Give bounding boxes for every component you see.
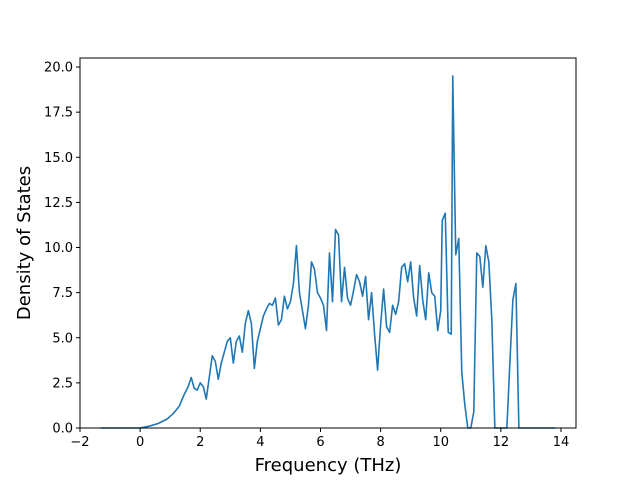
y-tick-label: 12.5 (44, 196, 73, 211)
y-axis-ticks: 0.0 2.5 5.0 7.5 10.0 12.5 15.0 17.5 20.0 (44, 61, 80, 437)
y-tick-label: 2.5 (52, 376, 73, 391)
plot-area (101, 75, 555, 429)
x-tick-label: 14 (553, 435, 570, 450)
x-tick-label: 12 (493, 435, 510, 450)
x-axis-ticks: −2 0 2 4 6 8 10 12 14 (70, 428, 569, 450)
axes-frame (79, 57, 577, 429)
x-tick-label: 2 (196, 435, 204, 450)
x-tick-label: 0 (136, 435, 144, 450)
y-tick-label: 7.5 (52, 286, 73, 301)
x-tick-label: 4 (256, 435, 264, 450)
y-tick-label: 17.5 (44, 106, 73, 121)
x-tick-label: 6 (316, 435, 324, 450)
y-tick-label: 20.0 (44, 61, 73, 76)
y-axis-title: Density of States (14, 166, 35, 320)
x-axis-title: Frequency (THz) (255, 455, 402, 476)
x-tick-label: 10 (432, 435, 449, 450)
y-tick-label: 15.0 (44, 151, 73, 166)
x-tick-label: −2 (70, 435, 89, 450)
y-tick-label: 5.0 (52, 331, 73, 346)
y-tick-label: 10.0 (44, 241, 73, 256)
x-tick-label: 8 (376, 435, 384, 450)
dos-series-line-0 (101, 75, 555, 429)
y-tick-label: 0.0 (52, 422, 73, 437)
